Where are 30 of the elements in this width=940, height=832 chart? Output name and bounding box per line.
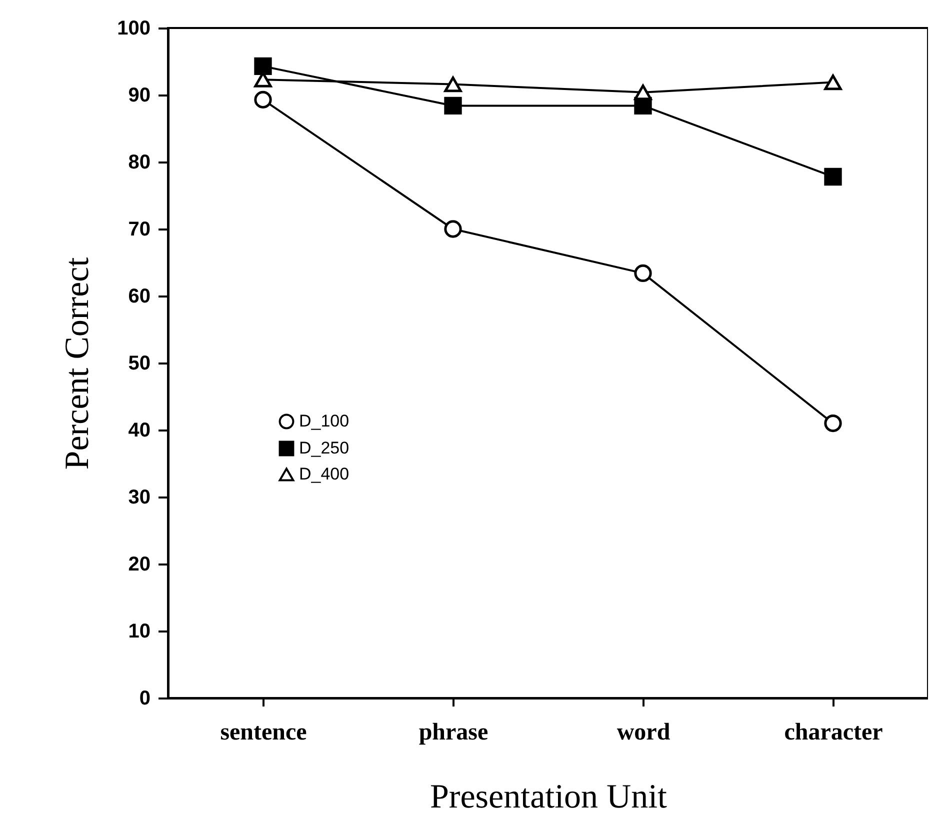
y-tick-label: 20 bbox=[128, 554, 150, 576]
y-tick-label: 100 bbox=[117, 18, 150, 40]
y-tick-label: 30 bbox=[128, 486, 150, 508]
point bbox=[634, 84, 652, 100]
y-tick-label: 10 bbox=[128, 620, 150, 642]
point bbox=[824, 414, 842, 432]
point bbox=[254, 90, 272, 109]
legend-label: D_250 bbox=[299, 438, 350, 458]
legend-label: D_100 bbox=[299, 412, 350, 430]
point bbox=[824, 74, 842, 90]
y-tick-label: 40 bbox=[128, 420, 150, 442]
y-tick-label: 50 bbox=[128, 352, 150, 374]
x-tick-label: word bbox=[616, 720, 671, 746]
point bbox=[444, 76, 462, 92]
point bbox=[634, 264, 652, 282]
point bbox=[444, 96, 462, 115]
point bbox=[444, 220, 462, 238]
y-tick-label: 0 bbox=[139, 688, 150, 710]
x-tick-label: phrase bbox=[418, 720, 489, 746]
y-tick-label: 70 bbox=[128, 218, 150, 240]
x-axis-title: Presentation Unit bbox=[430, 778, 668, 816]
y-tick-label: 90 bbox=[128, 84, 150, 106]
point bbox=[824, 168, 842, 186]
x-tick-label: sentence bbox=[220, 720, 308, 746]
legend-label: D_400 bbox=[299, 464, 350, 484]
y-axis-title: Percent Correct bbox=[59, 256, 96, 470]
y-tick-label: 80 bbox=[128, 152, 150, 174]
point bbox=[254, 57, 272, 76]
y-tick-label: 60 bbox=[128, 286, 150, 308]
x-tick-label: character bbox=[784, 720, 884, 746]
